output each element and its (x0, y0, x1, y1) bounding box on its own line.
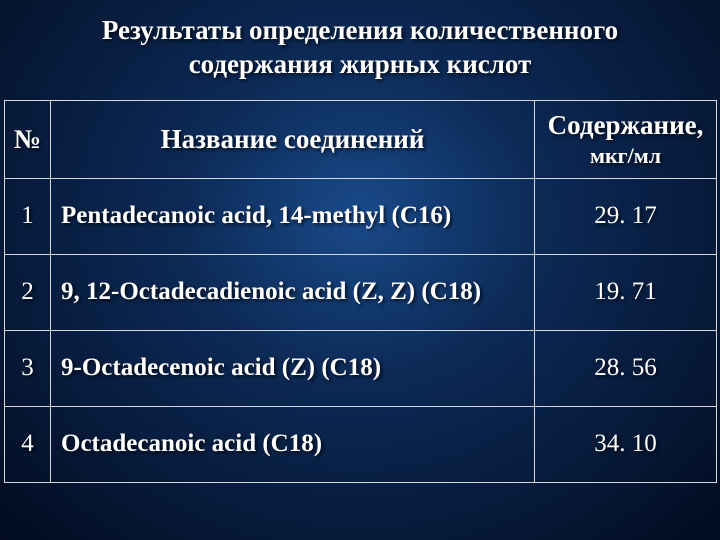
cell-value: 19. 71 (535, 254, 717, 330)
slide-title: Результаты определения количественного с… (4, 14, 716, 82)
cell-number: 4 (5, 406, 51, 482)
col-header-value-main: Содержание, (548, 110, 704, 140)
cell-name: Pentadecanoic acid, 14-methyl (С16) (51, 178, 535, 254)
table-header-row: № Название соединений Содержание, мкг/мл (5, 100, 717, 178)
title-line-2: содержания жирных кислот (189, 49, 532, 79)
cell-name: Octadecanoic acid (C18) (51, 406, 535, 482)
table-row: 4 Octadecanoic acid (C18) 34. 10 (5, 406, 717, 482)
cell-number: 1 (5, 178, 51, 254)
col-header-value: Содержание, мкг/мл (535, 100, 717, 178)
col-header-value-unit: мкг/мл (539, 143, 712, 169)
cell-name: 9-Octadecenoic acid (Z) (C18) (51, 330, 535, 406)
cell-value: 29. 17 (535, 178, 717, 254)
fatty-acids-table: № Название соединений Содержание, мкг/мл… (4, 100, 717, 483)
slide: Результаты определения количественного с… (0, 0, 720, 540)
cell-value: 34. 10 (535, 406, 717, 482)
title-line-1: Результаты определения количественного (102, 15, 618, 45)
cell-name: 9, 12-Octadecadienoic acid (Z, Z) (С18) (51, 254, 535, 330)
table-row: 2 9, 12-Octadecadienoic acid (Z, Z) (С18… (5, 254, 717, 330)
table-row: 3 9-Octadecenoic acid (Z) (C18) 28. 56 (5, 330, 717, 406)
table-row: 1 Pentadecanoic acid, 14-methyl (С16) 29… (5, 178, 717, 254)
cell-number: 2 (5, 254, 51, 330)
cell-value: 28. 56 (535, 330, 717, 406)
col-header-number: № (5, 100, 51, 178)
cell-number: 3 (5, 330, 51, 406)
col-header-name: Название соединений (51, 100, 535, 178)
